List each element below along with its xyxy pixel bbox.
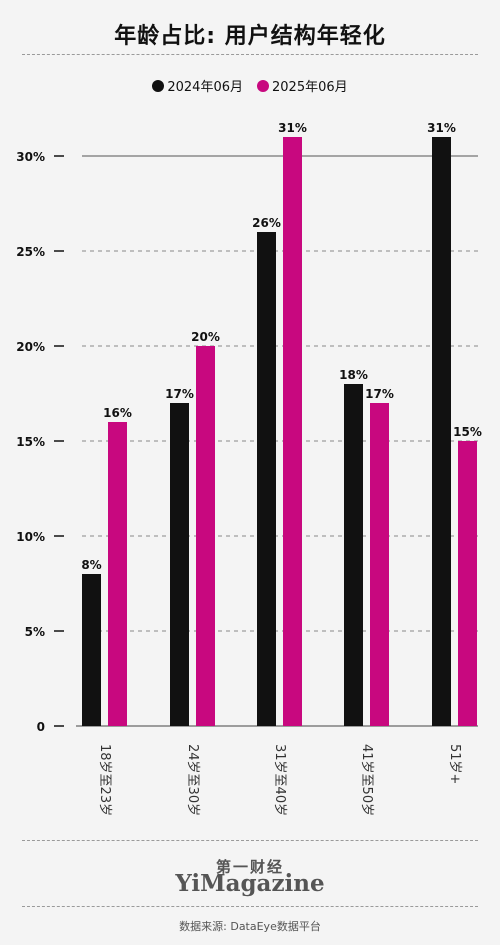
legend-dot-magenta-icon: [257, 79, 269, 92]
top-divider: [22, 54, 478, 55]
y-tick-label: 10%: [16, 530, 45, 544]
bar-value-label: 15%: [453, 425, 482, 439]
bar: [458, 441, 477, 726]
bar: [370, 403, 389, 726]
bar-value-label: 31%: [427, 121, 456, 135]
legend-dot-black-icon: [152, 79, 165, 92]
footer-divider: [22, 906, 478, 907]
chart-title: 年龄占比: 用户结构年轻化: [114, 24, 386, 49]
bar-value-label: 8%: [81, 558, 101, 572]
bar-value-label: 31%: [278, 121, 307, 135]
bar-value-label: 18%: [339, 368, 368, 382]
bar-value-label: 17%: [165, 387, 194, 401]
bar: [82, 574, 101, 726]
y-tick-label: 25%: [16, 245, 45, 259]
logo-cn: 第一财经: [215, 858, 284, 876]
bar: [432, 137, 451, 726]
bar: [283, 137, 302, 726]
legend-label-2025: 2025年06月: [272, 80, 348, 95]
bottom-divider: [22, 840, 478, 841]
chart-legend: 2024年06月 2025年06月: [0, 76, 500, 95]
bar: [108, 422, 127, 726]
legend-item-2025: 2025年06月: [257, 76, 348, 95]
x-category-label: 51岁+: [447, 744, 462, 784]
x-category-label: 41岁至50岁: [359, 744, 374, 816]
y-tick-label: 0: [37, 720, 45, 734]
logo-en: YiMagazine: [175, 870, 325, 897]
legend-item-2024: 2024年06月: [152, 76, 243, 95]
bar: [344, 384, 363, 726]
bar-value-label: 17%: [365, 387, 394, 401]
x-category-label: 18岁至23岁: [97, 744, 112, 816]
bar-value-label: 16%: [103, 406, 132, 420]
data-source: 数据来源: DataEye数据平台: [179, 920, 321, 933]
y-tick-label: 30%: [16, 150, 45, 164]
legend-label-2024: 2024年06月: [167, 80, 243, 95]
y-tick-label: 20%: [16, 340, 45, 354]
y-tick-label: 15%: [16, 435, 45, 449]
bar: [257, 232, 276, 726]
x-category-label: 24岁至30岁: [185, 744, 200, 816]
x-category-label: 31岁至40岁: [272, 744, 287, 816]
y-tick-label: 5%: [25, 625, 45, 639]
bar: [170, 403, 189, 726]
bar-chart: 0 5% 10% 15% 20% 25% 30% 8% 17% 26% 18% 31% 16% 20% 31…: [16, 121, 482, 816]
bar: [196, 346, 215, 726]
bar-value-label: 20%: [191, 330, 220, 344]
bar-value-label: 26%: [252, 216, 281, 230]
